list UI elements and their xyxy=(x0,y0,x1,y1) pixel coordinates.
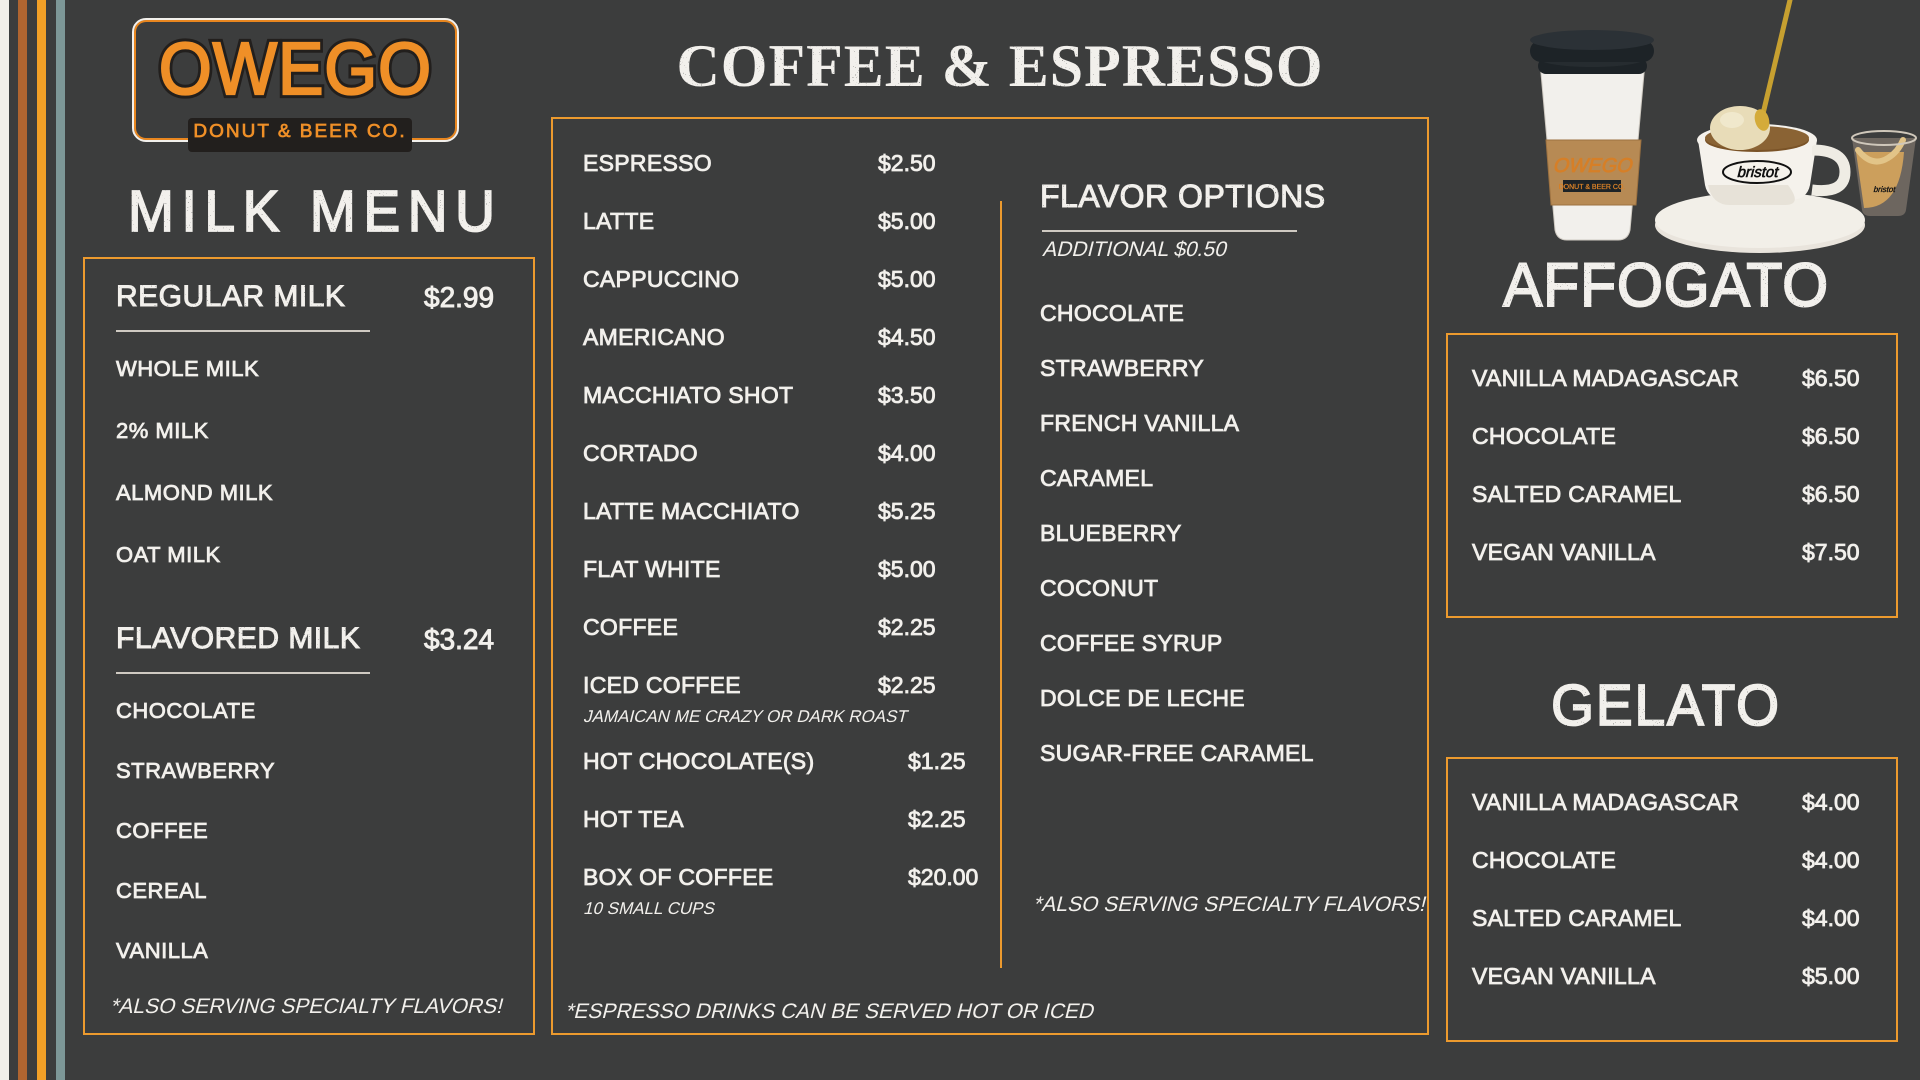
svg-text:bristot: bristot xyxy=(1737,164,1781,181)
svg-text:bristot: bristot xyxy=(1873,185,1897,194)
svg-text:DONUT & BEER CO.: DONUT & BEER CO. xyxy=(1559,183,1626,191)
svg-text:OWEGO: OWEGO xyxy=(1553,155,1634,177)
